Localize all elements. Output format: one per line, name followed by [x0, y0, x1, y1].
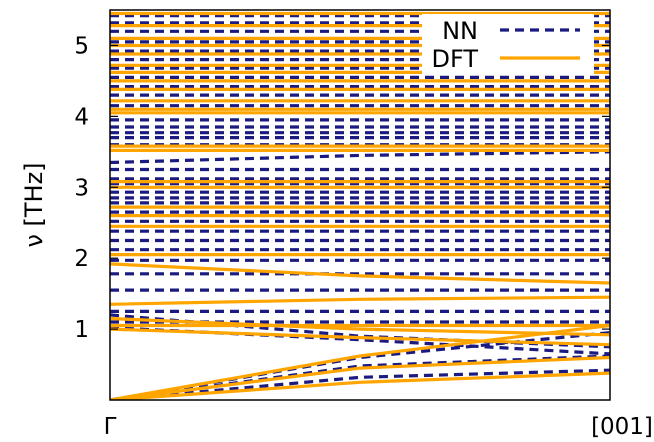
- y-tick-label-3: 3: [74, 175, 89, 201]
- x-tick-label-001: [001]: [591, 414, 653, 440]
- nn-band-1: [110, 368, 610, 400]
- plot-frame: [109, 9, 611, 401]
- series-dft: [110, 11, 610, 400]
- y-tick-label-1: 1: [74, 317, 89, 343]
- dft-band-1: [110, 371, 610, 400]
- y-tick-label-5: 5: [74, 33, 89, 59]
- legend-box: [422, 14, 594, 74]
- y-tick-label-2: 2: [74, 246, 89, 272]
- y-tick-label-4: 4: [74, 104, 89, 130]
- x-tick-label-gamma: Γ: [104, 414, 117, 440]
- dft-band-3: [110, 323, 610, 400]
- dft-band-8: [110, 262, 610, 285]
- dft-band-4: [110, 327, 610, 347]
- nn-band-22: [110, 150, 610, 165]
- series-layer: [110, 11, 610, 400]
- axis-ticks: 1 2 3 4 5 Γ [001]: [74, 33, 653, 440]
- legend-label-nn: NN: [442, 17, 478, 45]
- legend-label-dft: DFT: [431, 45, 478, 73]
- dft-band-5: [110, 316, 610, 337]
- y-axis-title: ν [THz]: [20, 162, 48, 247]
- dft-band-2: [110, 355, 610, 400]
- dft-band-7: [110, 295, 610, 306]
